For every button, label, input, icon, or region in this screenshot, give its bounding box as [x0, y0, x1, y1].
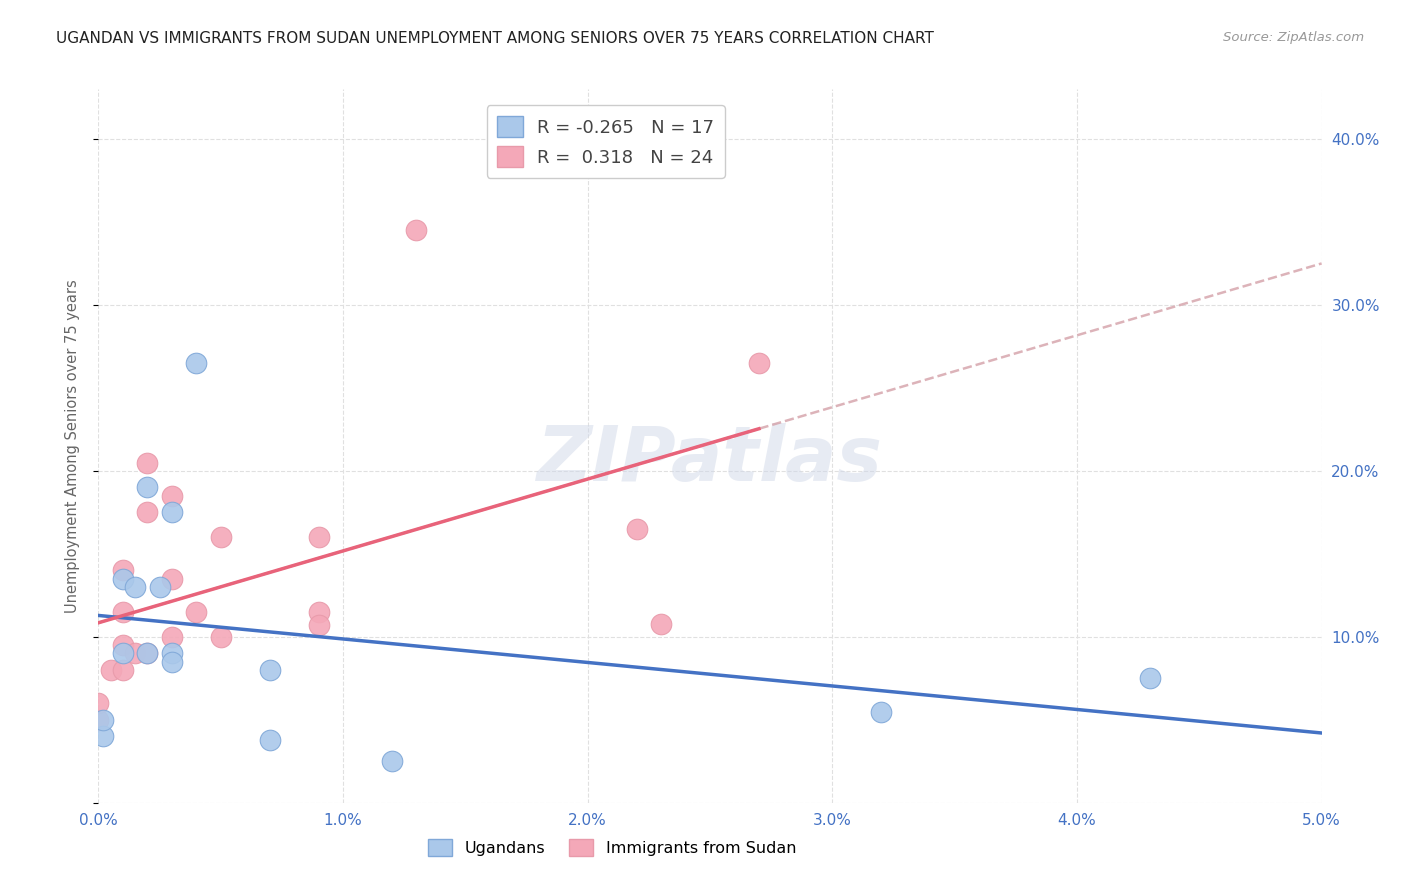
Y-axis label: Unemployment Among Seniors over 75 years: Unemployment Among Seniors over 75 years — [65, 279, 80, 613]
Point — [136, 647, 159, 661]
Legend: Ugandans, Immigrants from Sudan: Ugandans, Immigrants from Sudan — [422, 832, 803, 863]
Point — [160, 655, 183, 669]
Point — [160, 630, 183, 644]
Point — [405, 223, 427, 237]
Point — [259, 732, 281, 747]
Point — [626, 522, 648, 536]
Point — [111, 605, 134, 619]
Point — [870, 705, 893, 719]
Point — [308, 618, 330, 632]
Point — [186, 605, 208, 619]
Point — [381, 754, 404, 768]
Point — [136, 456, 159, 470]
Point — [124, 580, 146, 594]
Point — [209, 630, 232, 644]
Point — [91, 730, 114, 744]
Text: UGANDAN VS IMMIGRANTS FROM SUDAN UNEMPLOYMENT AMONG SENIORS OVER 75 YEARS CORREL: UGANDAN VS IMMIGRANTS FROM SUDAN UNEMPLO… — [56, 31, 934, 46]
Point — [308, 605, 330, 619]
Point — [160, 572, 183, 586]
Point — [91, 713, 114, 727]
Point — [186, 356, 208, 370]
Point — [160, 489, 183, 503]
Point — [650, 616, 672, 631]
Point — [87, 696, 110, 710]
Point — [136, 481, 159, 495]
Point — [111, 647, 134, 661]
Point — [87, 713, 110, 727]
Point — [160, 647, 183, 661]
Point — [160, 505, 183, 519]
Text: Source: ZipAtlas.com: Source: ZipAtlas.com — [1223, 31, 1364, 45]
Point — [111, 564, 134, 578]
Point — [136, 647, 159, 661]
Point — [259, 663, 281, 677]
Point — [100, 663, 122, 677]
Point — [308, 530, 330, 544]
Point — [111, 572, 134, 586]
Point — [748, 356, 770, 370]
Point — [111, 638, 134, 652]
Point — [149, 580, 172, 594]
Point — [111, 663, 134, 677]
Point — [136, 505, 159, 519]
Point — [1139, 671, 1161, 685]
Point — [124, 647, 146, 661]
Text: ZIPatlas: ZIPatlas — [537, 424, 883, 497]
Point — [209, 530, 232, 544]
